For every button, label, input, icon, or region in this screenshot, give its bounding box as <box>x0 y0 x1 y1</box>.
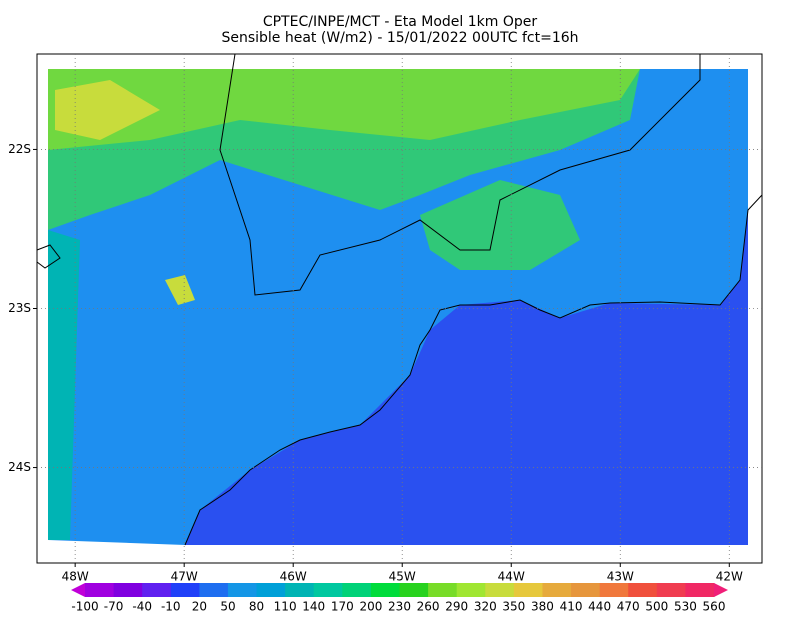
ocean-field <box>185 210 748 545</box>
colorbar-label: 530 <box>674 600 697 614</box>
y-tick-label: 24S <box>8 460 31 474</box>
colorbar-label: -100 <box>71 600 98 614</box>
colorbar-label: -10 <box>161 600 181 614</box>
colorbar-segment <box>313 583 343 597</box>
warm-patch <box>420 180 580 270</box>
grid <box>33 54 762 567</box>
colorbar-segment <box>513 583 543 597</box>
colorbar-label: -40 <box>132 600 152 614</box>
x-tick-label: 45W <box>389 570 416 584</box>
x-tick-label: 42W <box>716 570 743 584</box>
colorbar-segment <box>370 583 400 597</box>
colorbar-label: 110 <box>274 600 297 614</box>
colorbar-label: 560 <box>703 600 726 614</box>
colorbar-segment <box>599 583 629 597</box>
colorbar-segment <box>227 583 258 597</box>
colorbar-arrow <box>714 583 728 597</box>
colorbar-label: 500 <box>645 600 668 614</box>
hot-spot <box>165 275 195 305</box>
colorbar-segment <box>113 583 143 597</box>
colorbar-label: 170 <box>331 600 354 614</box>
colorbar-label: 230 <box>388 600 411 614</box>
colorbar-label: 290 <box>445 600 468 614</box>
hot-spot <box>55 80 160 140</box>
y-tick-label: 23S <box>8 301 31 315</box>
colorbar-segment <box>571 583 601 597</box>
colorbar-segment <box>685 583 715 597</box>
colorbar-segment <box>199 583 229 597</box>
river <box>36 244 61 269</box>
colorbar-label: 380 <box>531 600 554 614</box>
colorbar-label: 20 <box>192 600 207 614</box>
colorbar-segment <box>399 583 429 597</box>
x-tick-label: 48W <box>62 570 89 584</box>
title: CPTEC/INPE/MCT - Eta Model 1km Oper <box>263 14 538 30</box>
colorbar-label: 470 <box>617 600 640 614</box>
y-tick-label: 22S <box>8 142 31 156</box>
colorbar-label: 50 <box>220 600 235 614</box>
colorbar-label: 350 <box>502 600 525 614</box>
colorbar-segment <box>285 583 315 597</box>
colorbar-label: -70 <box>104 600 124 614</box>
colorbar-label: 140 <box>302 600 325 614</box>
colorbar: -100 -70 -40 -10 20 50 80 110 140 170 200 230 260 290… <box>71 583 728 614</box>
colorbar-arrow <box>71 583 85 597</box>
colorbar-segment <box>656 583 686 597</box>
colorbar-label: 80 <box>249 600 264 614</box>
colorbar-segment <box>628 583 658 597</box>
coastline <box>184 194 763 546</box>
x-tick-label: 46W <box>280 570 307 584</box>
axis-labels: 48W 47W 46W 45W 44W 43W 42W 22S 23S 24S <box>8 142 743 584</box>
colorbar-label: 410 <box>560 600 583 614</box>
x-tick-label: 44W <box>498 570 525 584</box>
x-tick-label: 47W <box>171 570 198 584</box>
colorbar-segment <box>142 583 172 597</box>
colorbar-segment <box>542 583 572 597</box>
colorbar-segment <box>170 583 200 597</box>
colorbar-label: 200 <box>359 600 382 614</box>
colorbar-segment <box>342 583 372 597</box>
colorbar-segment <box>485 583 515 597</box>
colorbar-label: 260 <box>417 600 440 614</box>
colorbar-segment <box>85 583 115 597</box>
subtitle: Sensible heat (W/m2) - 15/01/2022 00UTC … <box>221 30 578 46</box>
colorbar-label: 320 <box>474 600 497 614</box>
colorbar-label: 440 <box>588 600 611 614</box>
colorbar-segment <box>456 583 486 597</box>
colorbar-segment <box>256 583 286 597</box>
state-border <box>219 53 701 296</box>
field <box>48 69 748 545</box>
warm-edge <box>48 230 80 540</box>
x-tick-label: 43W <box>607 570 634 584</box>
hot-band <box>48 69 640 150</box>
colorbar-segment <box>428 583 458 597</box>
